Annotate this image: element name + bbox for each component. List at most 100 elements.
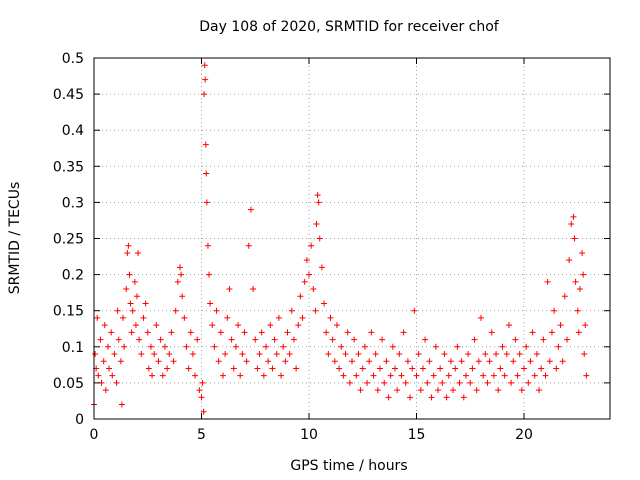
x-axis-label: GPS time / hours — [290, 458, 407, 474]
data-point — [203, 199, 210, 206]
data-point — [572, 278, 579, 285]
data-point — [267, 322, 274, 329]
grid — [94, 58, 610, 419]
data-point — [419, 365, 426, 372]
data-point — [245, 242, 252, 249]
data-point — [183, 343, 190, 350]
data-point — [275, 314, 282, 321]
data-point — [151, 351, 158, 358]
data-point — [435, 387, 441, 394]
y-tick-label: 0.15 — [53, 304, 84, 320]
x-tick-label: 10 — [300, 427, 318, 443]
x-tick-label: 5 — [197, 427, 206, 443]
data-point — [198, 394, 205, 401]
data-point — [144, 329, 151, 336]
data-point — [415, 351, 422, 358]
data-point — [478, 314, 484, 321]
data-point — [357, 387, 364, 394]
data-point — [258, 329, 265, 336]
data-point — [323, 329, 330, 336]
data-point — [383, 358, 390, 365]
data-point — [389, 343, 396, 350]
data-point — [538, 365, 545, 372]
data-point — [331, 358, 338, 365]
data-point — [265, 358, 272, 365]
data-point — [308, 242, 315, 249]
data-point — [480, 372, 487, 379]
data-point — [273, 351, 280, 358]
data-point — [359, 365, 366, 372]
y-tick-label: 0.5 — [62, 51, 84, 67]
data-point — [349, 358, 355, 365]
data-point — [432, 343, 439, 350]
data-point — [282, 358, 289, 365]
data-point — [548, 329, 555, 336]
data-point — [400, 329, 407, 336]
data-point — [140, 314, 147, 321]
y-tick-label: 0.25 — [53, 232, 84, 248]
data-point — [135, 249, 142, 256]
data-point — [447, 358, 454, 365]
y-tick-label: 0.3 — [62, 195, 84, 211]
data-point — [499, 343, 506, 350]
data-point — [100, 358, 107, 365]
data-point — [486, 358, 493, 365]
data-point — [372, 351, 379, 358]
y-tick-label: 0.4 — [62, 123, 84, 139]
data-point — [325, 351, 332, 358]
data-point — [92, 351, 99, 358]
data-point — [232, 343, 239, 350]
data-point — [290, 336, 297, 343]
data-point — [136, 336, 143, 343]
data-point — [351, 336, 358, 343]
data-point — [340, 372, 347, 379]
data-point — [557, 322, 564, 329]
data-point — [192, 372, 199, 379]
data-point — [111, 351, 118, 358]
data-point — [278, 372, 285, 379]
data-point — [263, 343, 269, 350]
data-point — [293, 365, 300, 372]
data-point — [174, 278, 181, 285]
data-point — [125, 242, 132, 249]
data-point — [178, 271, 185, 278]
data-point — [505, 322, 512, 329]
data-point — [194, 336, 201, 343]
data-point — [106, 365, 113, 372]
data-point — [315, 199, 322, 206]
data-point — [493, 351, 500, 358]
data-point — [456, 379, 463, 386]
data-point — [159, 372, 166, 379]
data-point — [145, 365, 152, 372]
data-point — [544, 278, 551, 285]
data-point — [441, 351, 448, 358]
data-point — [497, 365, 504, 372]
data-point — [124, 249, 131, 256]
data-point — [109, 372, 116, 379]
y-tick-label: 0 — [75, 412, 84, 428]
data-point — [353, 372, 360, 379]
data-point — [200, 408, 207, 415]
data-point — [115, 336, 122, 343]
data-point — [164, 365, 171, 372]
y-tick-label: 0.35 — [53, 159, 84, 175]
data-point — [252, 336, 259, 343]
data-point — [458, 358, 465, 365]
data-point — [452, 365, 459, 372]
data-point — [424, 379, 431, 386]
data-point — [370, 372, 377, 379]
data-point — [131, 278, 138, 285]
data-point — [338, 343, 345, 350]
data-point — [313, 221, 320, 228]
data-point — [553, 365, 560, 372]
data-points — [91, 62, 590, 415]
data-point — [211, 343, 218, 350]
data-point — [546, 358, 553, 365]
data-point — [366, 358, 373, 365]
data-point — [161, 343, 168, 350]
data-point — [385, 394, 392, 401]
data-point — [484, 379, 491, 386]
data-point — [260, 372, 267, 379]
y-tick-label: 0.05 — [53, 376, 84, 392]
data-point — [207, 300, 214, 307]
